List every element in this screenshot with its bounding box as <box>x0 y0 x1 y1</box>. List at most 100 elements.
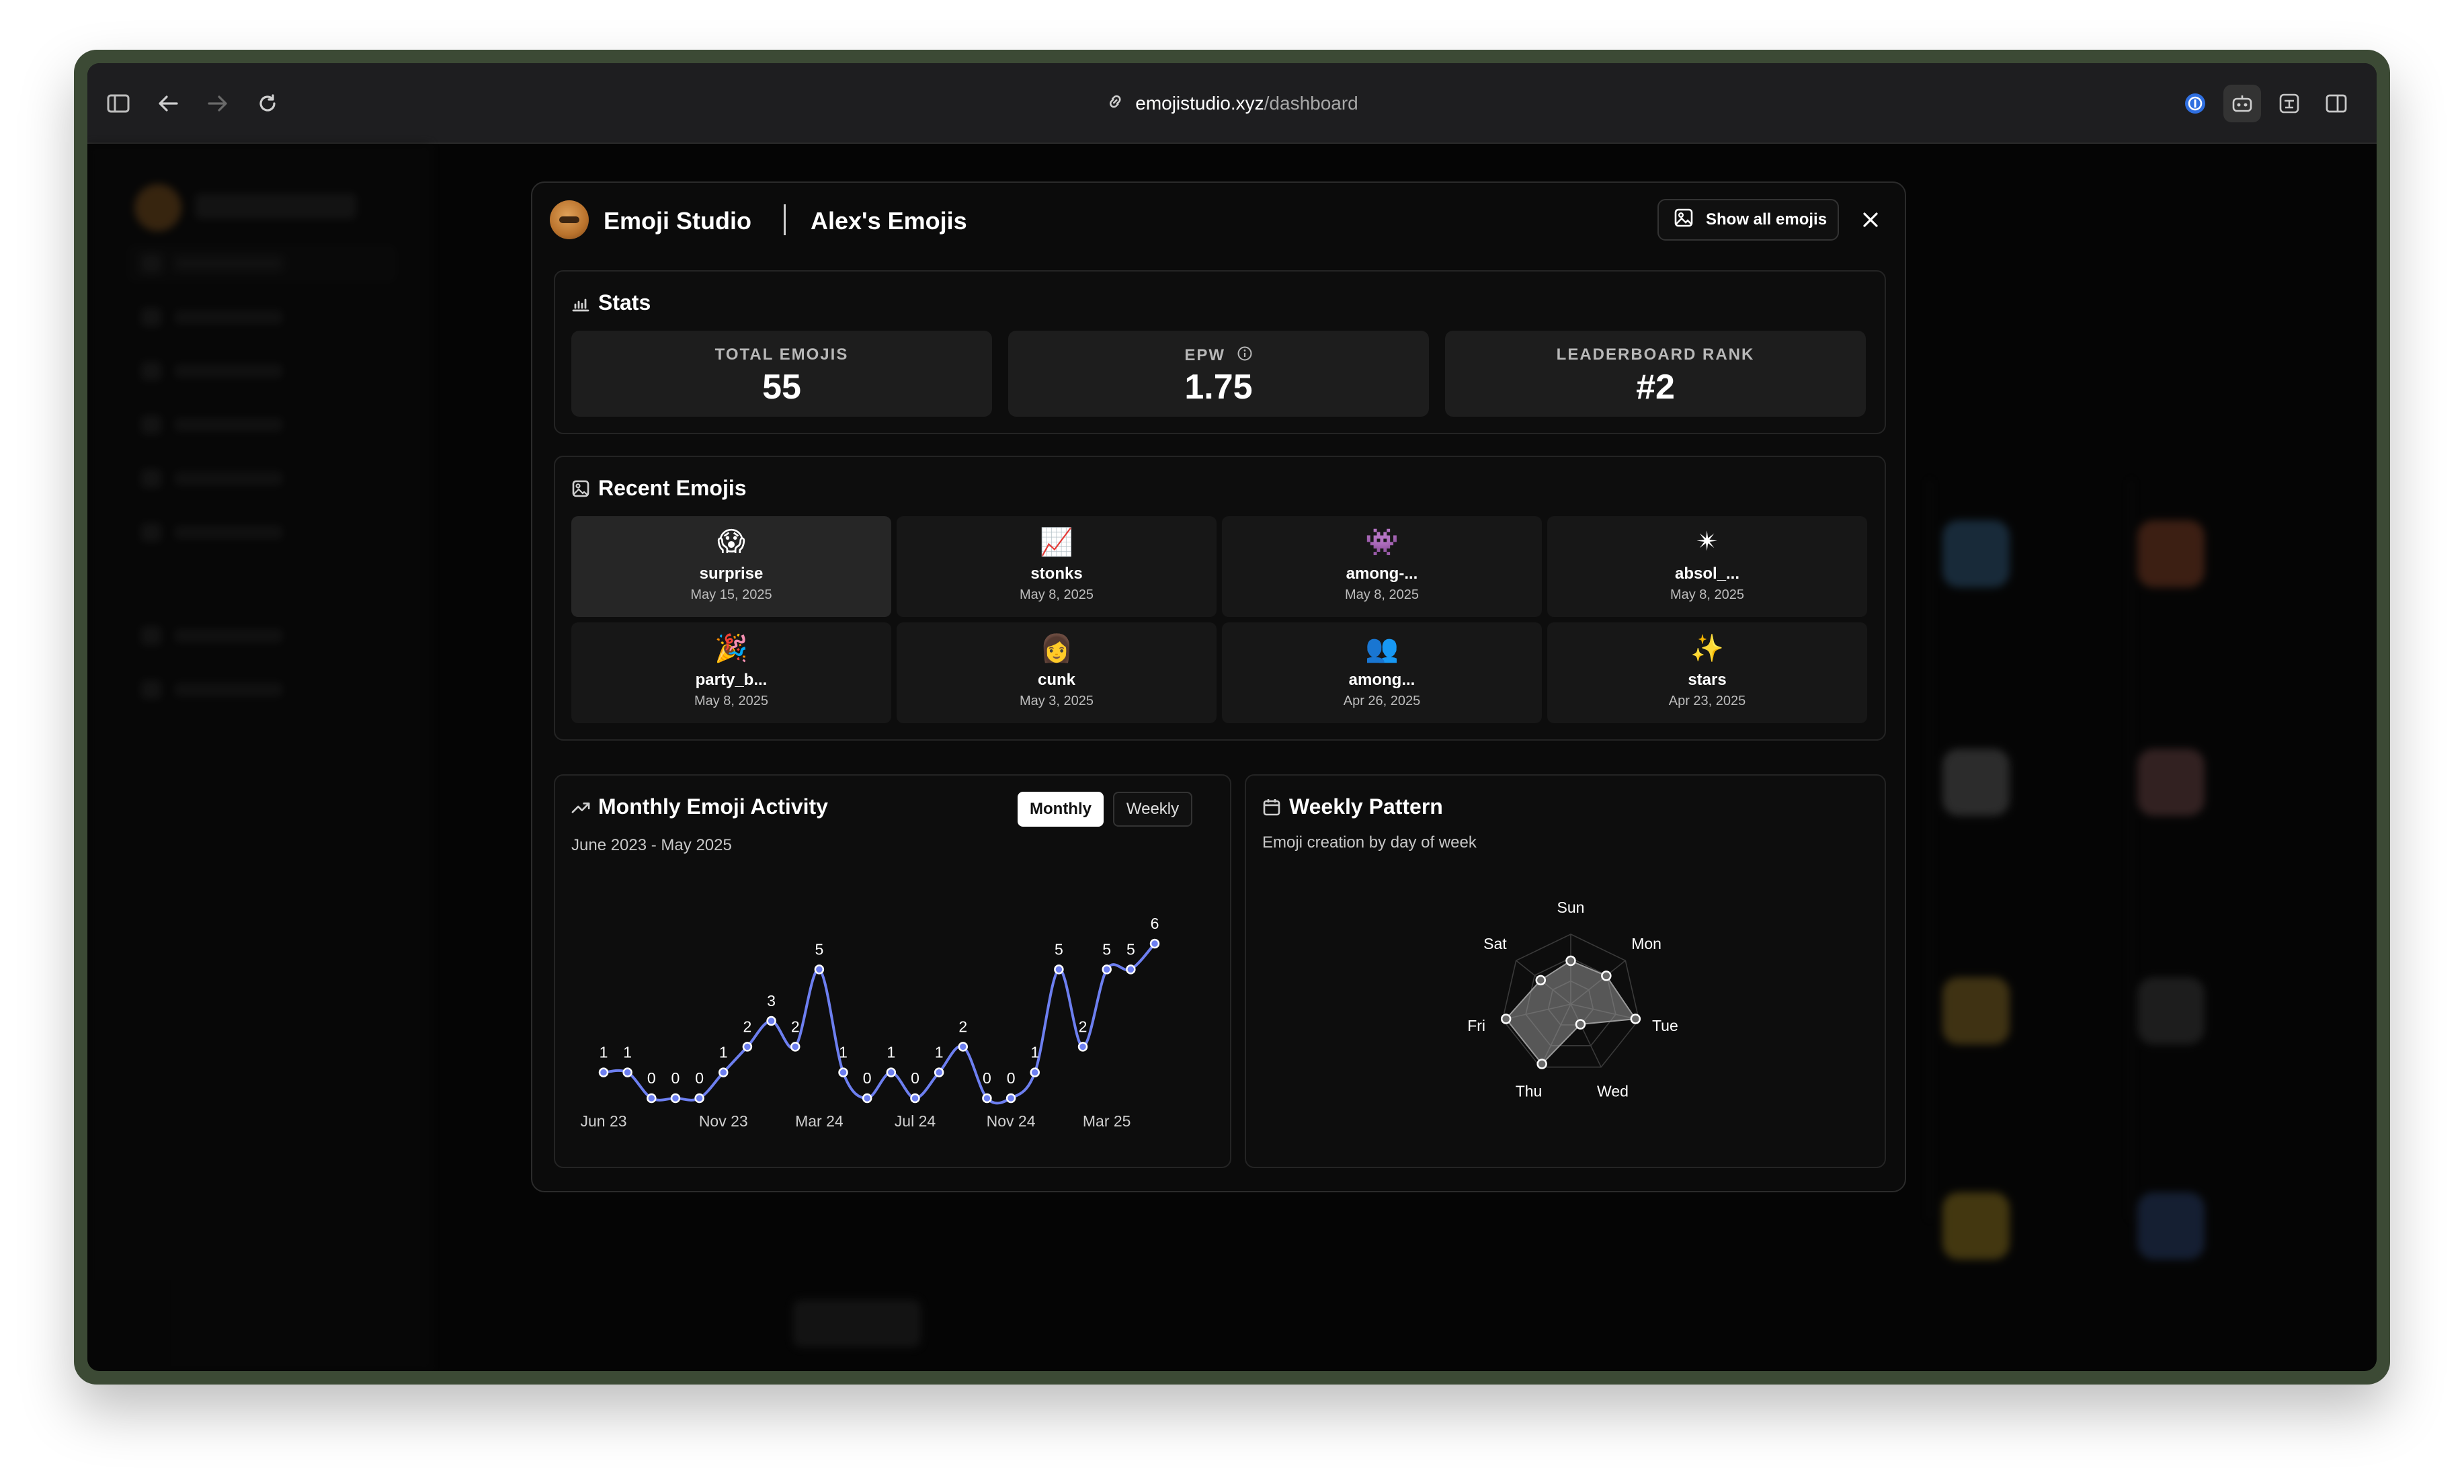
activity-point[interactable] <box>982 1093 992 1104</box>
emoji-card[interactable]: ✴ absol_... May 8, 2025 <box>1547 516 1867 617</box>
activity-title: Monthly Emoji Activity <box>598 794 828 819</box>
activity-point[interactable] <box>670 1093 681 1104</box>
activity-point[interactable] <box>958 1042 969 1052</box>
activity-point[interactable] <box>742 1042 753 1052</box>
radar-point[interactable] <box>1500 1014 1512 1024</box>
toggle-monthly[interactable]: Monthly <box>1018 792 1104 827</box>
activity-point[interactable] <box>1149 938 1160 949</box>
emoji-date: Apr 26, 2025 <box>1343 694 1421 708</box>
activity-point[interactable] <box>910 1093 920 1104</box>
activity-data-label: 1 <box>1030 1044 1039 1061</box>
activity-point[interactable] <box>1126 964 1136 975</box>
activity-data-label: 5 <box>1126 940 1135 958</box>
back-icon[interactable] <box>151 86 186 121</box>
image-icon <box>1674 208 1694 233</box>
activity-point[interactable] <box>862 1093 872 1104</box>
weekly-pattern-card: Weekly Pattern Emoji creation by day of … <box>1245 774 1886 1168</box>
activity-data-label: 0 <box>863 1069 872 1087</box>
url-path: /dashboard <box>1264 93 1358 114</box>
emoji-card[interactable]: 👥 among... Apr 26, 2025 <box>1222 622 1542 723</box>
stat-label: LEADERBOARD RANK <box>1556 345 1755 364</box>
address-bar[interactable]: emojistudio.xyz/dashboard <box>1106 82 1358 125</box>
modal-header: Emoji Studio Alex's Emojis Show all emoj… <box>532 183 1905 257</box>
user-emojis-modal: Emoji Studio Alex's Emojis Show all emoj… <box>531 181 1906 1192</box>
activity-data-label: 1 <box>600 1044 608 1061</box>
radar-point[interactable] <box>1601 971 1612 981</box>
emoji-card[interactable]: 👩 cunk May 3, 2025 <box>897 622 1217 723</box>
activity-line <box>603 942 1156 1105</box>
activity-point[interactable] <box>718 1067 729 1077</box>
show-all-emojis-button[interactable]: Show all emojis <box>1657 199 1839 241</box>
close-modal-button[interactable] <box>1854 203 1887 237</box>
password-extension-icon[interactable] <box>2176 85 2214 122</box>
activity-x-tick-label: Nov 24 <box>987 1112 1036 1130</box>
emoji-date: May 3, 2025 <box>1019 694 1094 708</box>
emoji-card[interactable]: 😱 surprise May 15, 2025 <box>571 516 891 617</box>
activity-point[interactable] <box>1102 964 1112 975</box>
emoji-card[interactable]: ✨ stars Apr 23, 2025 <box>1547 622 1867 723</box>
emoji-card[interactable]: 🎉 party_b... May 8, 2025 <box>571 622 891 723</box>
browser-toolbar: emojistudio.xyz/dashboard <box>87 63 2377 144</box>
emoji-name: among... <box>1348 671 1415 689</box>
activity-x-tick-label: Nov 23 <box>699 1112 748 1130</box>
weekly-subtitle: Emoji creation by day of week <box>1262 833 1477 852</box>
emoji-image: 📈 <box>1040 527 1073 557</box>
activity-point[interactable] <box>766 1016 776 1026</box>
activity-point[interactable] <box>598 1067 609 1077</box>
activity-data-label: 1 <box>887 1044 895 1061</box>
radar-axis-label: Thu <box>1516 1083 1543 1100</box>
brand-name: Emoji Studio <box>604 207 751 235</box>
emoji-date: May 8, 2025 <box>1019 587 1094 602</box>
split-view-icon[interactable] <box>2317 85 2355 122</box>
radar-point[interactable] <box>1575 1019 1586 1030</box>
forward-icon[interactable] <box>200 86 235 121</box>
emoji-name: cunk <box>1037 671 1075 689</box>
activity-point[interactable] <box>1030 1067 1040 1077</box>
extension-icon[interactable] <box>2223 85 2261 122</box>
weekly-pattern-chart: Sun Mon Tue Wed Thu Fri Sat <box>1467 899 1678 1100</box>
background-sidebar <box>87 144 430 1371</box>
activity-point[interactable] <box>814 964 825 975</box>
radar-point[interactable] <box>1630 1014 1641 1024</box>
activity-point[interactable] <box>886 1067 897 1077</box>
radar-point[interactable] <box>1565 955 1576 966</box>
stat-value: #2 <box>1636 368 1675 407</box>
activity-point[interactable] <box>694 1093 704 1104</box>
toggle-weekly[interactable]: Weekly <box>1113 792 1192 827</box>
radar-point[interactable] <box>1536 1059 1547 1069</box>
emoji-image: 😱 <box>717 527 745 556</box>
recent-emojis-card: Recent Emojis 😱 surprise May 15, 2025 📈 ston… <box>554 456 1886 741</box>
url-host: emojistudio.xyz <box>1135 93 1264 114</box>
info-icon[interactable] <box>1237 345 1253 366</box>
link-icon <box>1106 92 1124 116</box>
activity-point[interactable] <box>622 1067 632 1077</box>
activity-point[interactable] <box>1054 964 1064 975</box>
reload-icon[interactable] <box>250 86 285 121</box>
activity-point[interactable] <box>647 1093 657 1104</box>
activity-data-label: 5 <box>1102 940 1111 958</box>
activity-point[interactable] <box>934 1067 944 1077</box>
activity-point[interactable] <box>1005 1093 1016 1104</box>
activity-point[interactable] <box>838 1067 848 1077</box>
activity-data-label: 0 <box>983 1069 991 1087</box>
emoji-name: stonks <box>1030 565 1083 583</box>
activity-x-tick-label: Jul 24 <box>895 1112 936 1130</box>
emoji-name: absol_... <box>1674 565 1740 583</box>
activity-data-label: 6 <box>1151 915 1159 932</box>
activity-point[interactable] <box>1077 1042 1088 1052</box>
activity-point[interactable] <box>790 1042 800 1052</box>
emoji-card[interactable]: 👾 among-... May 8, 2025 <box>1222 516 1542 617</box>
emoji-date: May 8, 2025 <box>694 694 769 708</box>
activity-data-label: 1 <box>935 1044 944 1061</box>
sidebar-toggle-icon[interactable] <box>101 86 136 121</box>
show-all-emojis-label: Show all emojis <box>1706 210 1828 229</box>
stats-title: Stats <box>598 290 651 315</box>
translate-extension-icon[interactable] <box>2270 85 2308 122</box>
emoji-name: surprise <box>699 565 764 583</box>
activity-data-label: 5 <box>815 940 823 958</box>
radar-point[interactable] <box>1535 975 1547 986</box>
emoji-card[interactable]: 📈 stonks May 8, 2025 <box>897 516 1217 617</box>
emoji-date: May 15, 2025 <box>690 587 772 602</box>
emoji-studio-logo-icon <box>550 200 589 239</box>
